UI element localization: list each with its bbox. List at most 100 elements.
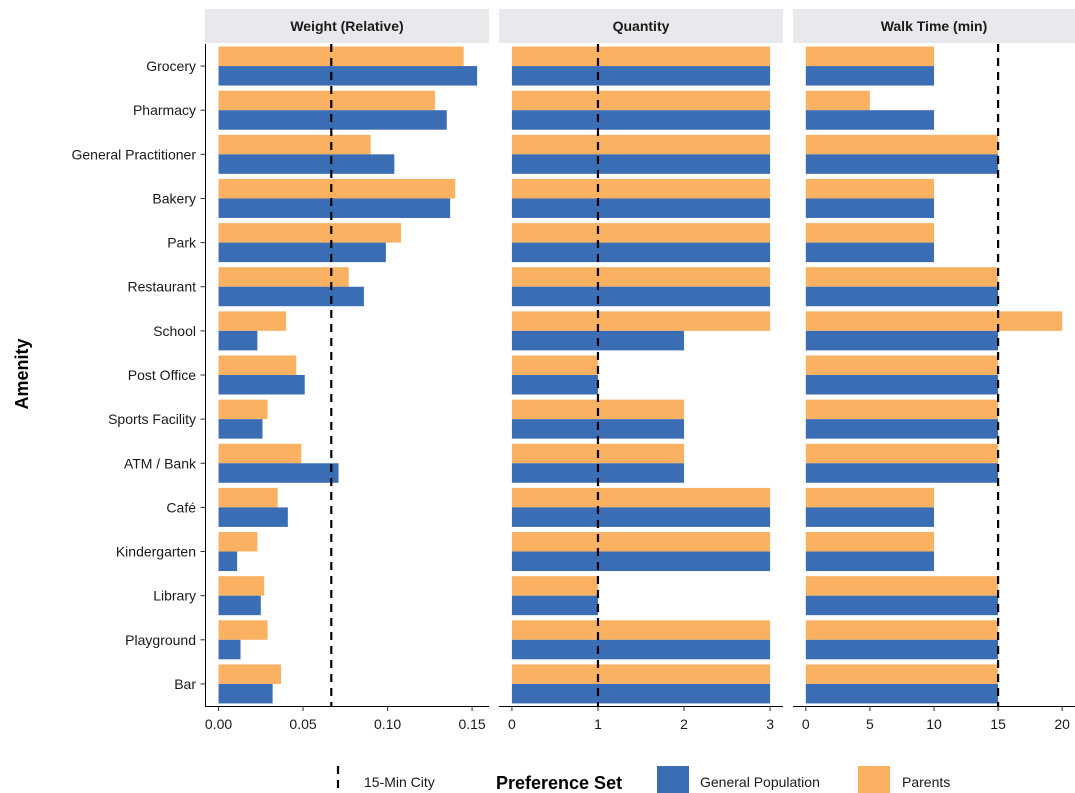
bar-general-population-pharmacy: [511, 110, 771, 130]
panel-strip: [793, 9, 1075, 43]
bar-general-population-school: [805, 330, 999, 351]
bar-parents-restaurant: [805, 267, 999, 287]
category-label-playground: Playground: [125, 632, 196, 648]
bar-parents-school: [218, 311, 287, 331]
x-tick-label: 15: [990, 716, 1006, 732]
bar-parents-caf: [218, 487, 278, 508]
bar-parents-park: [218, 223, 402, 243]
bar-parents-bakery: [805, 178, 934, 199]
x-tick-label: 1: [594, 716, 602, 732]
bar-general-population-library: [805, 595, 999, 616]
bar-parents-general-practitioner: [218, 134, 371, 155]
bar-general-population-pharmacy: [218, 110, 447, 130]
bar-parents-grocery: [511, 46, 771, 67]
bar-parents-park: [511, 223, 771, 243]
bar-general-population-library: [218, 595, 261, 616]
category-label-kindergarten: Kindergarten: [116, 544, 196, 560]
panel-weight-relative: Weight (Relative) 0.00 0.05 0.10 0.15: [205, 9, 489, 732]
x-tick-label: 0.05: [289, 716, 316, 732]
bar-general-population-bakery: [511, 198, 771, 218]
bar-general-population-grocery: [218, 66, 478, 86]
bar-parents-atm-bank: [805, 443, 999, 464]
bar-parents-post-office: [511, 355, 598, 375]
bar-general-population-kindergarten: [805, 551, 934, 572]
bar-parents-library: [218, 576, 265, 596]
x-tick-label: 20: [1054, 716, 1070, 732]
bar-parents-kindergarten: [511, 532, 771, 552]
bar-general-population-atm-bank: [805, 463, 999, 483]
bar-parents-bakery: [218, 178, 456, 199]
bar-general-population-sports-facility: [218, 419, 263, 439]
x-tick-label: 0.10: [374, 716, 401, 732]
category-label-atm-bank: ATM / Bank: [124, 455, 197, 471]
panel-title: Quantity: [613, 18, 670, 34]
bar-general-population-kindergarten: [218, 551, 238, 572]
bar-parents-post-office: [218, 355, 297, 375]
bar-parents-pharmacy: [218, 90, 435, 111]
bar-parents-atm-bank: [218, 443, 302, 464]
category-label-school: School: [153, 323, 196, 339]
panel-strip: [205, 9, 489, 43]
legend-key-general-population: [657, 766, 689, 793]
bar-general-population-bakery: [218, 198, 451, 218]
bar-general-population-kindergarten: [511, 551, 771, 572]
bar-general-population-library: [511, 595, 598, 616]
bar-parents-sports-facility: [805, 399, 999, 420]
panel-quantity: Quantity 0 1 2 3: [499, 9, 783, 732]
bar-parents-library: [511, 576, 598, 596]
category-label-park: Park: [167, 235, 197, 251]
bar-parents-grocery: [218, 46, 464, 67]
bar-general-population-park: [218, 242, 386, 263]
bar-parents-kindergarten: [218, 532, 258, 552]
bar-general-population-general-practitioner: [511, 154, 771, 174]
panel-strip: [499, 9, 783, 43]
bar-parents-bakery: [511, 178, 771, 199]
bar-parents-restaurant: [511, 267, 771, 287]
bar-parents-general-practitioner: [805, 134, 999, 155]
bar-parents-playground: [511, 620, 771, 640]
bar-general-population-restaurant: [511, 286, 771, 307]
bar-parents-pharmacy: [805, 90, 870, 111]
category-label-post-office: Post Office: [128, 367, 196, 383]
panel-title: Weight (Relative): [290, 18, 403, 34]
bar-parents-grocery: [805, 46, 934, 67]
bar-parents-bar: [805, 664, 999, 684]
bar-general-population-atm-bank: [511, 463, 685, 483]
panel-title: Walk Time (min): [881, 18, 988, 34]
bar-general-population-bar: [805, 683, 999, 704]
category-label-bakery: Bakery: [152, 190, 196, 206]
bar-general-population-post-office: [218, 375, 305, 395]
bar-general-population-pharmacy: [805, 110, 934, 130]
bar-general-population-general-practitioner: [218, 154, 395, 174]
bar-parents-pharmacy: [511, 90, 771, 111]
bar-parents-bar: [218, 664, 282, 684]
bar-general-population-park: [805, 242, 934, 263]
bar-general-population-caf: [218, 507, 288, 527]
bar-parents-park: [805, 223, 934, 243]
bar-general-population-post-office: [805, 375, 999, 395]
x-tick-label: 5: [866, 716, 874, 732]
panels: Weight (Relative) 0.00 0.05 0.10 0.15 Quantit…: [200, 9, 1075, 732]
bar-parents-caf: [511, 487, 771, 508]
category-label-pharmacy: Pharmacy: [133, 102, 196, 118]
category-label-general-practitioner: General Practitioner: [71, 146, 196, 162]
category-labels: Grocery Pharmacy General Practitioner Baker…: [71, 58, 197, 692]
bar-general-population-caf: [805, 507, 934, 527]
bar-general-population-sports-facility: [805, 419, 999, 439]
bar-parents-bar: [511, 664, 771, 684]
x-tick-label: 10: [926, 716, 942, 732]
legend-key-parents: [858, 766, 890, 793]
category-label-library: Library: [153, 588, 196, 604]
bar-general-population-atm-bank: [218, 463, 339, 483]
bar-general-population-school: [218, 330, 258, 351]
panel-walk-time-min: Walk Time (min) 0 5 10 15 20: [793, 9, 1075, 732]
legend-title: Preference Set: [496, 773, 622, 793]
legend-label-parents: Parents: [902, 774, 950, 790]
category-label-caf: Café: [166, 499, 196, 515]
x-tick-label: 0.00: [205, 716, 232, 732]
bar-general-population-post-office: [511, 375, 598, 395]
bar-general-population-restaurant: [805, 286, 999, 307]
category-label-grocery: Grocery: [146, 58, 196, 74]
bar-general-population-playground: [511, 639, 771, 660]
